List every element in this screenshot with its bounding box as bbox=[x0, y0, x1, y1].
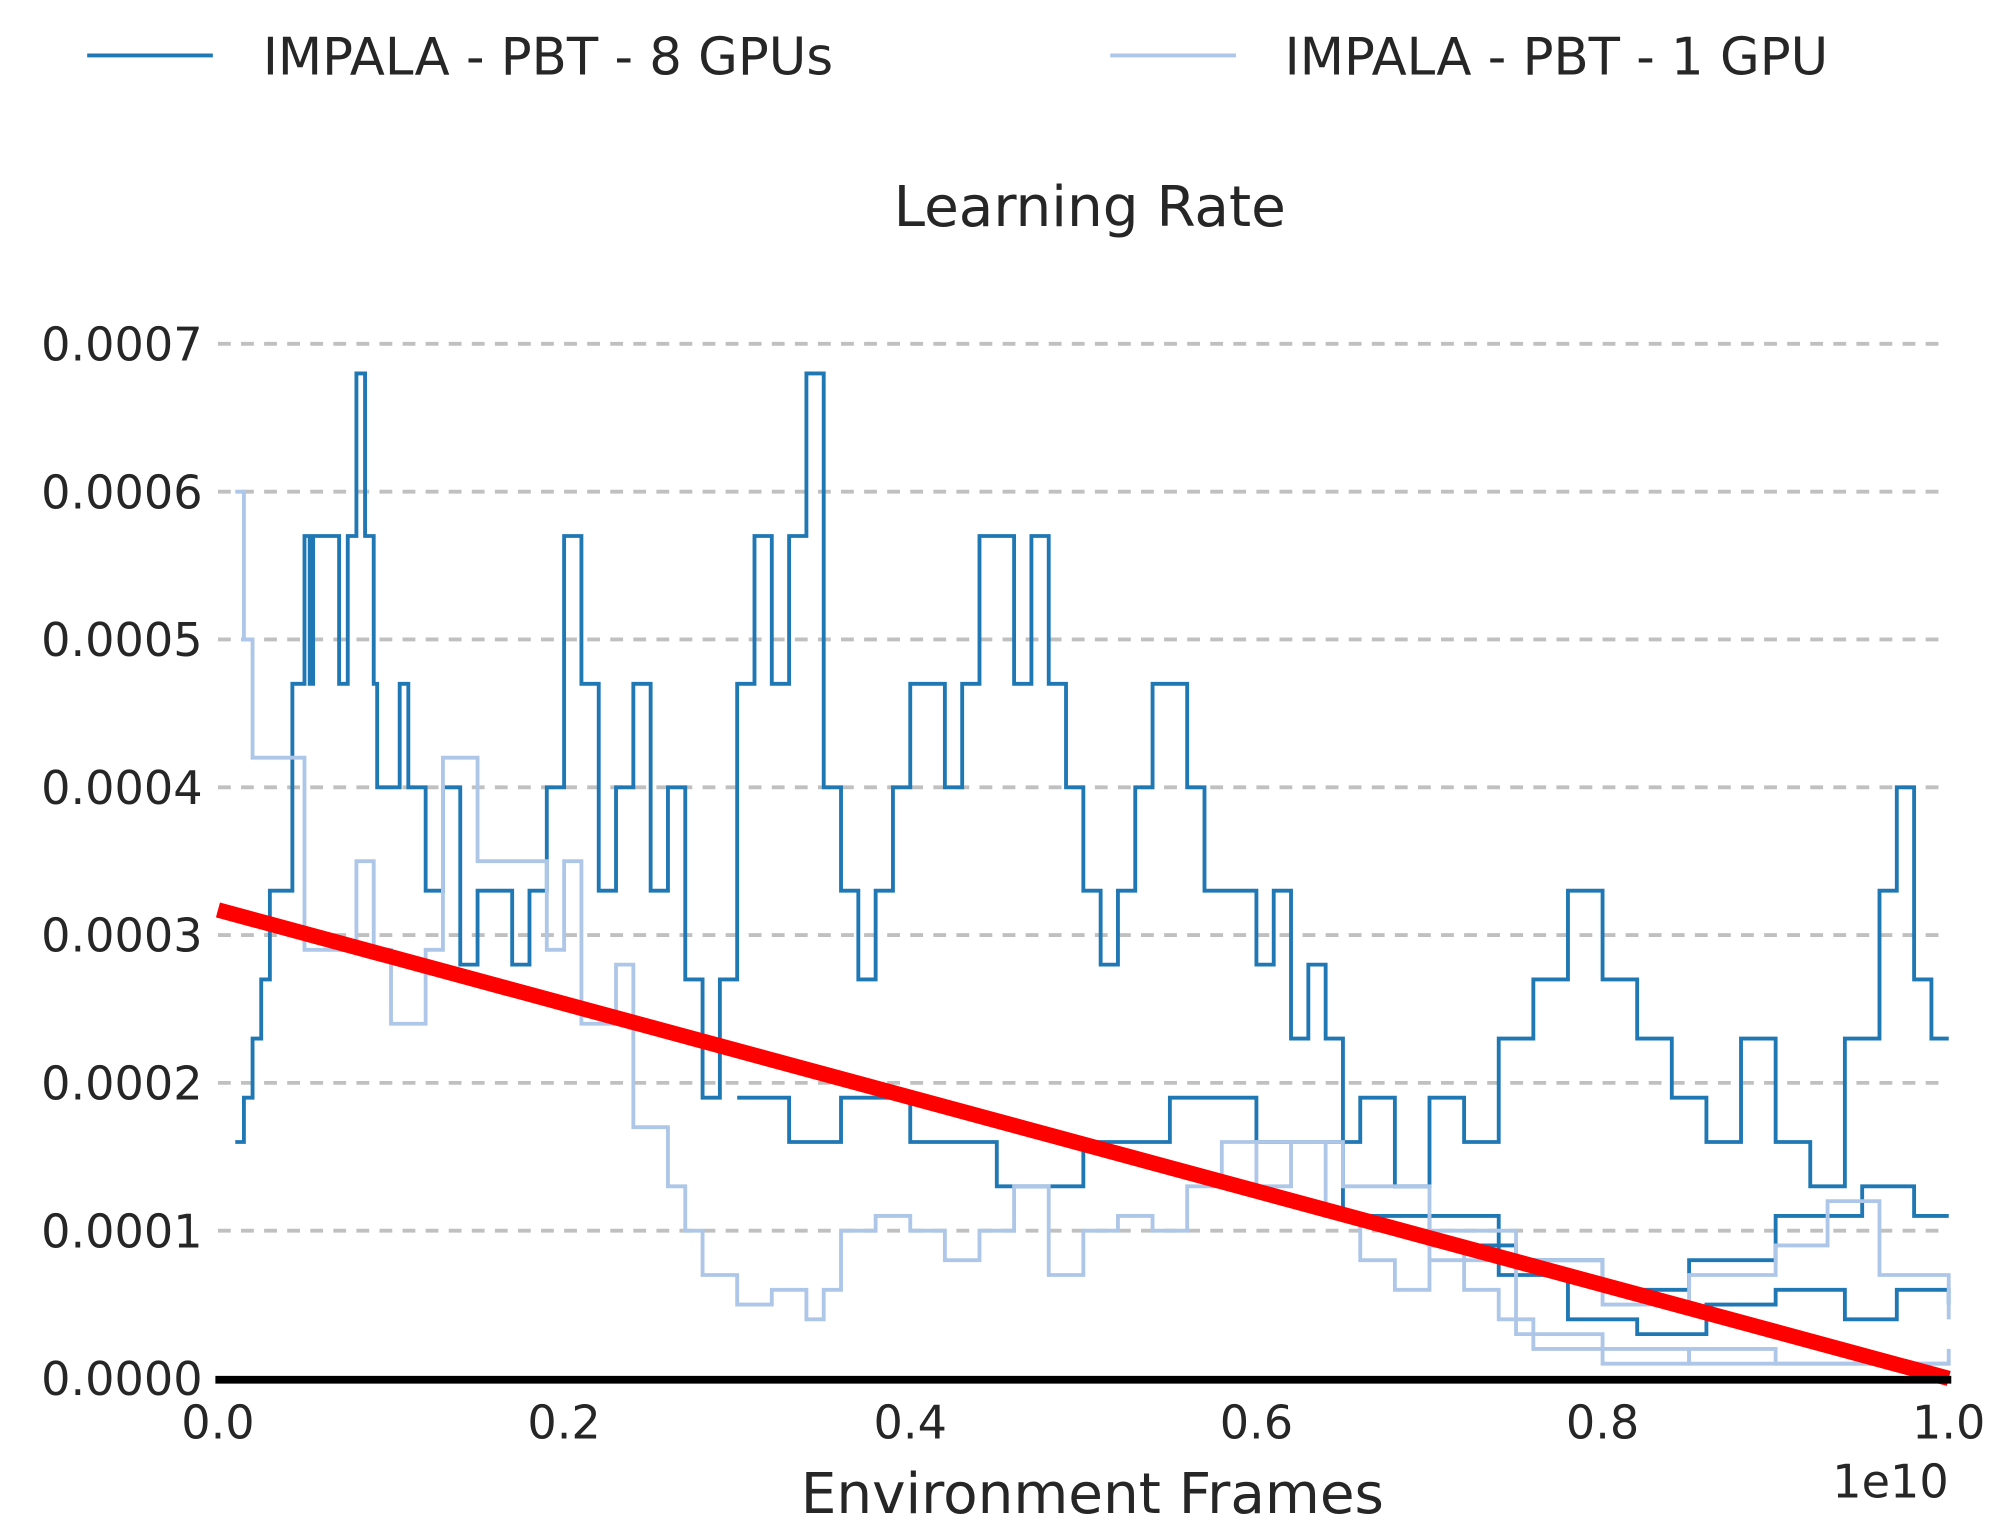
y-tick-label: 0.0002 bbox=[41, 1057, 202, 1111]
legend-label-8gpu: IMPALA - PBT - 8 GPUs bbox=[263, 28, 833, 88]
y-tick-label: 0.0004 bbox=[41, 761, 202, 815]
x-axis-label: Environment Frames bbox=[801, 1462, 1384, 1527]
y-ticks: 0.0000 0.0001 0.0002 0.0003 0.0004 0.0005 0.00… bbox=[41, 318, 202, 1407]
chart-title: Learning Rate bbox=[894, 175, 1286, 240]
x-tick-label: 0.6 bbox=[1220, 1396, 1293, 1450]
x-ticks: 0.0 0.2 0.4 0.6 0.8 1.0 bbox=[181, 1396, 1985, 1450]
traces bbox=[215, 371, 1951, 1386]
x-tick-label: 0.4 bbox=[874, 1396, 947, 1450]
series-1-trace-2 bbox=[1429, 1258, 1951, 1366]
legend: IMPALA - PBT - 8 GPUs IMPALA - PBT - 1 G… bbox=[87, 28, 1828, 88]
x-tick-label: 0.0 bbox=[181, 1396, 254, 1450]
y-tick-label: 0.0000 bbox=[41, 1352, 202, 1406]
y-tick-label: 0.0003 bbox=[41, 909, 202, 963]
y-tick-label: 0.0001 bbox=[41, 1204, 202, 1258]
series-1-trace-0 bbox=[235, 489, 1949, 1366]
legend-label-1gpu: IMPALA - PBT - 1 GPU bbox=[1285, 28, 1829, 88]
y-tick-label: 0.0005 bbox=[41, 613, 202, 667]
series-0-trace-0 bbox=[235, 371, 1949, 1189]
x-tick-label: 0.8 bbox=[1566, 1396, 1639, 1450]
x-tick-label: 0.2 bbox=[527, 1396, 600, 1450]
y-tick-label: 0.0006 bbox=[41, 465, 202, 519]
x-axis-multiplier: 1e10 bbox=[1832, 1455, 1948, 1509]
y-tick-label: 0.0007 bbox=[41, 318, 202, 372]
x-tick-label: 1.0 bbox=[1912, 1396, 1985, 1450]
trend-line bbox=[215, 902, 1951, 1386]
